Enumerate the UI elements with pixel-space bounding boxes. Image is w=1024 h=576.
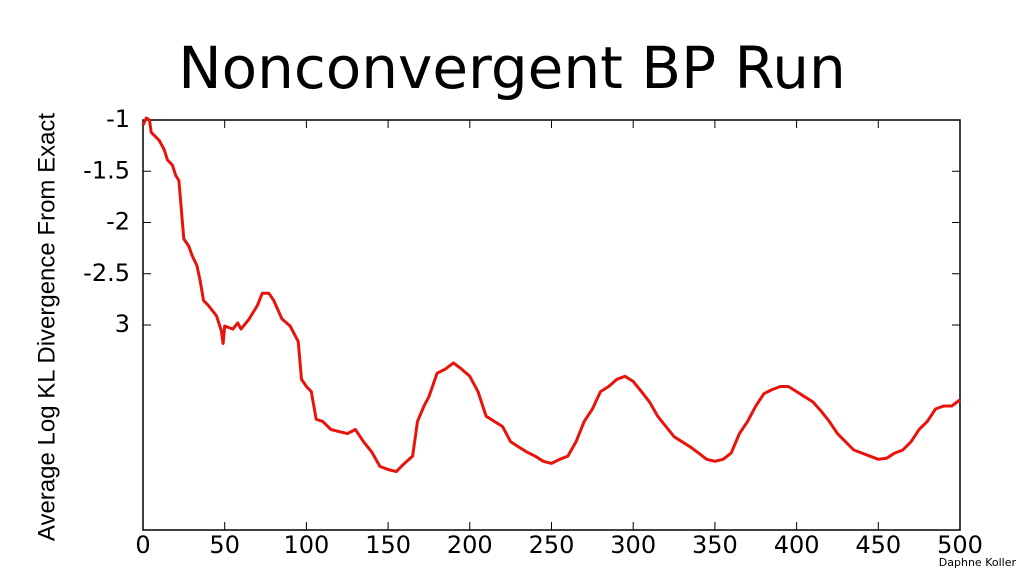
x-tick-label: 0 bbox=[135, 531, 150, 559]
y-tick-label: -2 bbox=[106, 208, 130, 236]
x-tick-label: 350 bbox=[692, 531, 738, 559]
y-tick-label: -1 bbox=[106, 105, 130, 133]
x-tick-label: 50 bbox=[209, 531, 240, 559]
x-tick-label: 100 bbox=[283, 531, 329, 559]
x-tick-label: 150 bbox=[365, 531, 411, 559]
y-tick-label: -1.5 bbox=[83, 156, 130, 184]
data-line bbox=[141, 116, 961, 474]
x-tick-label: 300 bbox=[610, 531, 656, 559]
x-tick-label: 400 bbox=[774, 531, 820, 559]
x-tick-label: 200 bbox=[447, 531, 493, 559]
x-tick-label: 500 bbox=[937, 531, 983, 559]
x-tick-label: 450 bbox=[855, 531, 901, 559]
y-tick-label: -2.5 bbox=[83, 259, 130, 287]
y-tick-label: 3 bbox=[115, 310, 130, 338]
x-tick-label: 250 bbox=[529, 531, 575, 559]
chart-title: Nonconvergent BP Run bbox=[178, 34, 845, 102]
footer: Daphne Koller bbox=[939, 556, 1017, 569]
y-axis-label: Average Log KL Divergence From Exact bbox=[33, 113, 60, 542]
plot-frame bbox=[142, 119, 961, 531]
